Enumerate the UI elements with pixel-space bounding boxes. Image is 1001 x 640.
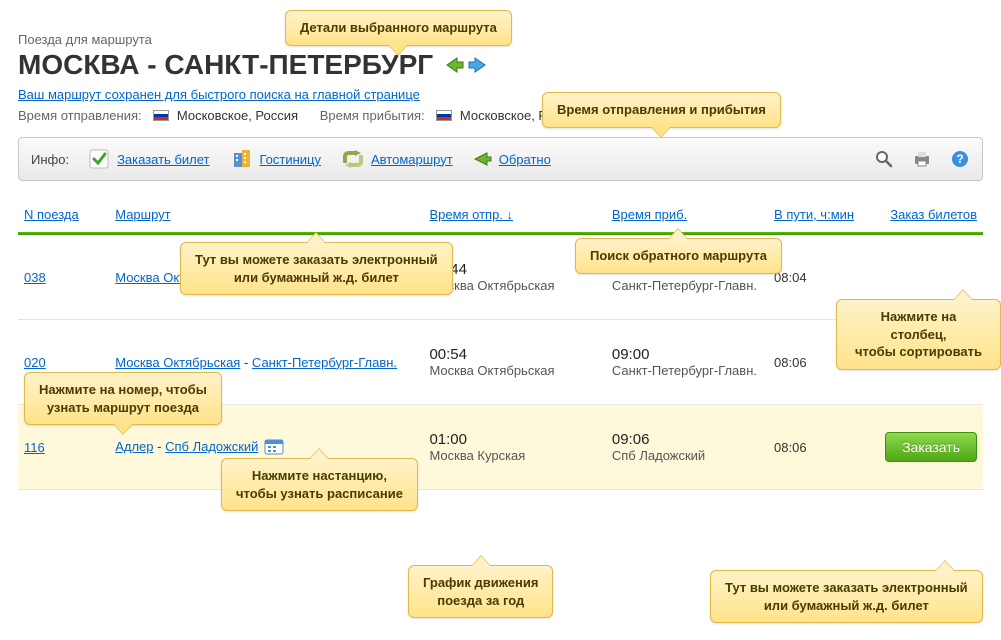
print-button[interactable] — [908, 145, 936, 173]
col-header-number[interactable]: N поезда — [18, 199, 109, 232]
route-title-text: МОСКВА - САНКТ-ПЕТЕРБУРГ — [18, 49, 433, 81]
tip-reverse-route: Поиск обратного маршрута — [575, 238, 782, 274]
tip-order-eticket-top: Тут вы можете заказать электронный или б… — [180, 242, 453, 295]
dep-station: Москва Октябрьская — [429, 278, 599, 293]
dep-time-label: Время отправления: — [18, 108, 142, 123]
order-ticket-link[interactable]: Заказать билет — [117, 152, 209, 167]
hotel-link[interactable]: Гостиницу — [260, 152, 322, 167]
dep-time: 01:00 — [429, 431, 599, 448]
train-number-link[interactable]: 038 — [24, 270, 46, 285]
tip-dep-arr-times: Время отправления и прибытия — [542, 92, 781, 128]
arr-time-label: Время прибытия: — [320, 108, 425, 123]
route-to-link[interactable]: Санкт-Петербург-Главн. — [252, 355, 397, 370]
dep-station: Москва Октябрьская — [429, 363, 599, 378]
help-icon: ? — [950, 149, 970, 169]
route-to-link[interactable]: Спб Ладожский — [165, 439, 258, 454]
ticket-check-icon — [87, 147, 111, 171]
route-arrows-icon — [341, 147, 365, 171]
flag-ru-icon — [153, 110, 169, 121]
toolbar-right: ? — [870, 145, 974, 173]
route-from-link[interactable]: Москва Октябрьская — [115, 355, 240, 370]
calendar-icon[interactable] — [264, 437, 284, 458]
dep-time: 00:54 — [429, 346, 599, 363]
route-from-link[interactable]: Адлер — [115, 439, 153, 454]
arr-time: 09:06 — [612, 431, 762, 448]
hotel-building-icon — [230, 147, 254, 171]
route-separator: - — [154, 439, 166, 454]
magnifier-icon — [874, 149, 894, 169]
svg-text:?: ? — [956, 152, 963, 166]
arr-station: Спб Ладожский — [612, 448, 762, 463]
train-number-link[interactable]: 020 — [24, 355, 46, 370]
arrow-left-green-icon — [445, 56, 465, 74]
order-ticket-button[interactable]: Заказать билет — [81, 143, 221, 175]
arr-station: Санкт-Петербург-Главн. — [612, 278, 762, 293]
help-button[interactable]: ? — [946, 145, 974, 173]
tip-sort-column: Нажмите на столбец, чтобы сортировать — [836, 299, 1001, 370]
zoom-button[interactable] — [870, 145, 898, 173]
autoroute-button[interactable]: Автомаршрут — [335, 143, 465, 175]
col-header-route[interactable]: Маршрут — [109, 199, 423, 232]
tip-station-schedule: Нажмите настанцию, чтобы узнать расписан… — [221, 458, 418, 511]
col-header-arrival[interactable]: Время приб. — [606, 199, 768, 232]
dep-station: Москва Курская — [429, 448, 599, 463]
route-title: МОСКВА - САНКТ-ПЕТЕРБУРГ — [18, 49, 983, 81]
tip-train-number: Нажмите на номер, чтобы узнать маршрут п… — [24, 372, 222, 425]
toolbar-info-label: Инфо: — [27, 152, 79, 167]
order-button[interactable]: Заказать — [885, 432, 977, 462]
col-header-departure[interactable]: Время отпр. ↓ — [423, 199, 605, 232]
route-separator: - — [240, 355, 252, 370]
arr-station: Санкт-Петербург-Главн. — [612, 363, 762, 378]
tip-order-eticket-bottom: Тут вы можете заказать электронный или б… — [710, 570, 983, 623]
tip-calendar: График движения поезда за год — [408, 565, 553, 618]
page: Детали выбранного маршрута Время отправл… — [0, 0, 1001, 490]
saved-route-link[interactable]: Ваш маршрут сохранен для быстрого поиска… — [18, 87, 420, 102]
reverse-link[interactable]: Обратно — [499, 152, 551, 167]
time-info-line: Время отправления: Московское, Россия Вр… — [18, 108, 983, 123]
hotel-button[interactable]: Гостиницу — [224, 143, 334, 175]
printer-icon — [912, 149, 932, 169]
tip-route-detail: Детали выбранного маршрута — [285, 10, 512, 46]
train-number-link[interactable]: 116 — [24, 440, 45, 455]
info-toolbar: Инфо: Заказать билет Гостиницу — [18, 137, 983, 181]
col-header-duration[interactable]: В пути, ч:мин — [768, 199, 861, 232]
dep-time-value: Московское, Россия — [177, 108, 298, 123]
swap-direction-button[interactable] — [445, 56, 487, 74]
arr-time: 09:00 — [612, 346, 762, 363]
flag-ru-icon — [436, 110, 452, 121]
table-header-row: N поезда Маршрут Время отпр. ↓ Время при… — [18, 199, 983, 232]
arrow-left-green-icon — [473, 151, 493, 167]
reverse-button[interactable]: Обратно — [467, 147, 563, 171]
col-header-order[interactable]: Заказ билетов — [861, 199, 983, 232]
duration: 08:06 — [768, 405, 861, 490]
arrow-right-blue-icon — [467, 56, 487, 74]
autoroute-link[interactable]: Автомаршрут — [371, 152, 453, 167]
